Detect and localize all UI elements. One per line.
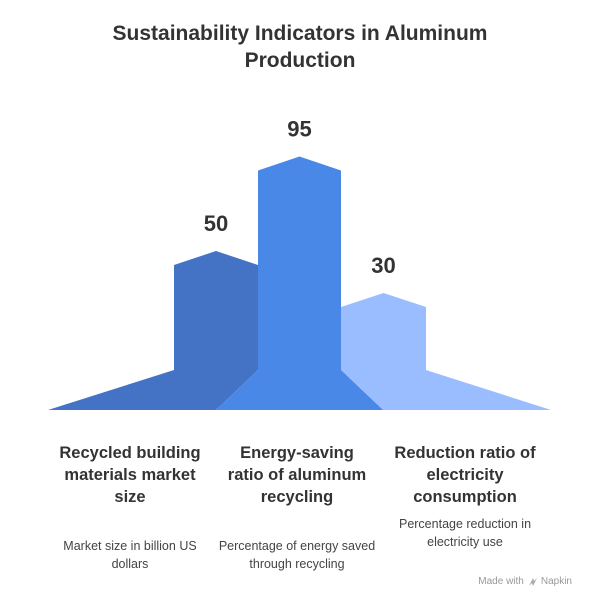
category-title-2: Reduction ratio of electricity consumpti…: [394, 444, 536, 506]
category-title-1: Energy-saving ratio of aluminum recyclin…: [227, 444, 367, 506]
credit-brand: Napkin: [540, 576, 572, 587]
bars-group: [48, 156, 551, 410]
value-label-1: 95: [287, 117, 311, 142]
value-labels-group: 50 30 95: [204, 117, 396, 279]
category-title-0: Recycled building materials market size: [59, 444, 201, 506]
chart-title: Sustainability Indicators in Aluminum Pr…: [112, 22, 488, 72]
category-description-0: Market size in billion US dollars: [63, 539, 197, 571]
bar-2: [341, 293, 551, 410]
bar-1: [216, 156, 383, 410]
credit-prefix: Made with: [478, 576, 524, 587]
bar-0: [48, 251, 258, 410]
napkin-logo-icon: [528, 577, 537, 586]
value-label-0: 50: [204, 211, 228, 236]
category-description-2: Percentage reduction in electricity use: [398, 517, 532, 549]
napkin-credit: Made with Napkin: [478, 576, 572, 587]
category-description-1: Percentage of energy saved through recyc…: [218, 539, 376, 571]
value-label-2: 30: [371, 253, 395, 278]
